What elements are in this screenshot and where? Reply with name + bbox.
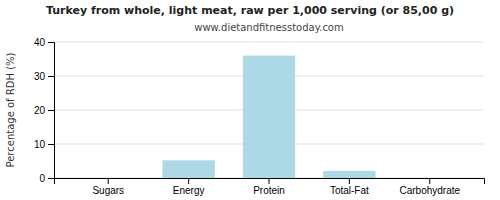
subtitle: www.dietandfitnesstoday.com: [194, 22, 343, 33]
x-tick-label: Sugars: [92, 185, 124, 196]
bar: [404, 178, 456, 179]
chart-container: Sugars Energy Protein Total-Fat Carbohydrate…: [0, 0, 500, 200]
x-tick: Protein: [253, 178, 285, 196]
chart-svg: Sugars Energy Protein Total-Fat Carbohydrate…: [0, 0, 500, 200]
y-tick: 40: [34, 37, 54, 48]
y-tick-mark: [48, 76, 54, 77]
x-tick-mark: [269, 178, 270, 184]
x-tick-label: Carbohydrate: [399, 185, 460, 196]
y-tick-mark: [48, 178, 54, 179]
y-tick-mark: [48, 42, 54, 43]
x-tick-mark: [188, 178, 189, 184]
y-tick-label: 10: [34, 139, 46, 150]
y-tick-label: 40: [34, 37, 46, 48]
x-tick: Total-Fat: [330, 178, 369, 196]
y-axis-line: [48, 43, 55, 179]
y-axis-title: Percentage of RDH (%): [5, 52, 16, 167]
y-tick: 30: [34, 71, 54, 82]
bar: [82, 178, 134, 179]
x-tick-label: Protein: [253, 185, 285, 196]
grid: [54, 42, 484, 178]
y-tick: 10: [34, 139, 54, 150]
y-tick-label: 0: [39, 173, 45, 184]
y-tick-label: 30: [34, 71, 46, 82]
x-tick-label: Energy: [173, 185, 205, 196]
grid-line: [54, 42, 484, 43]
y-tick: 20: [34, 105, 54, 116]
x-tick-label: Total-Fat: [330, 185, 369, 196]
title: Turkey from whole, light meat, raw per 1…: [46, 4, 454, 17]
x-tick-mark: [429, 178, 430, 184]
bar: [323, 171, 375, 178]
y-tick-mark: [48, 144, 54, 145]
y-axis: 0 10 20 30 40: [34, 37, 55, 184]
x-tick: Energy: [173, 178, 205, 196]
x-axis-line: [55, 179, 485, 185]
y-tick-mark: [48, 110, 54, 111]
x-tick-mark: [108, 178, 109, 184]
y-tick: 0: [39, 173, 54, 184]
x-axis: Sugars Energy Protein Total-Fat Carbohydrate: [55, 178, 485, 196]
plot-area: [163, 56, 376, 178]
y-tick-label: 20: [34, 105, 46, 116]
x-tick: Sugars: [92, 178, 124, 196]
bar: [163, 160, 215, 178]
bar: [243, 56, 295, 178]
x-tick: Carbohydrate: [399, 178, 460, 196]
x-tick-mark: [349, 178, 350, 184]
